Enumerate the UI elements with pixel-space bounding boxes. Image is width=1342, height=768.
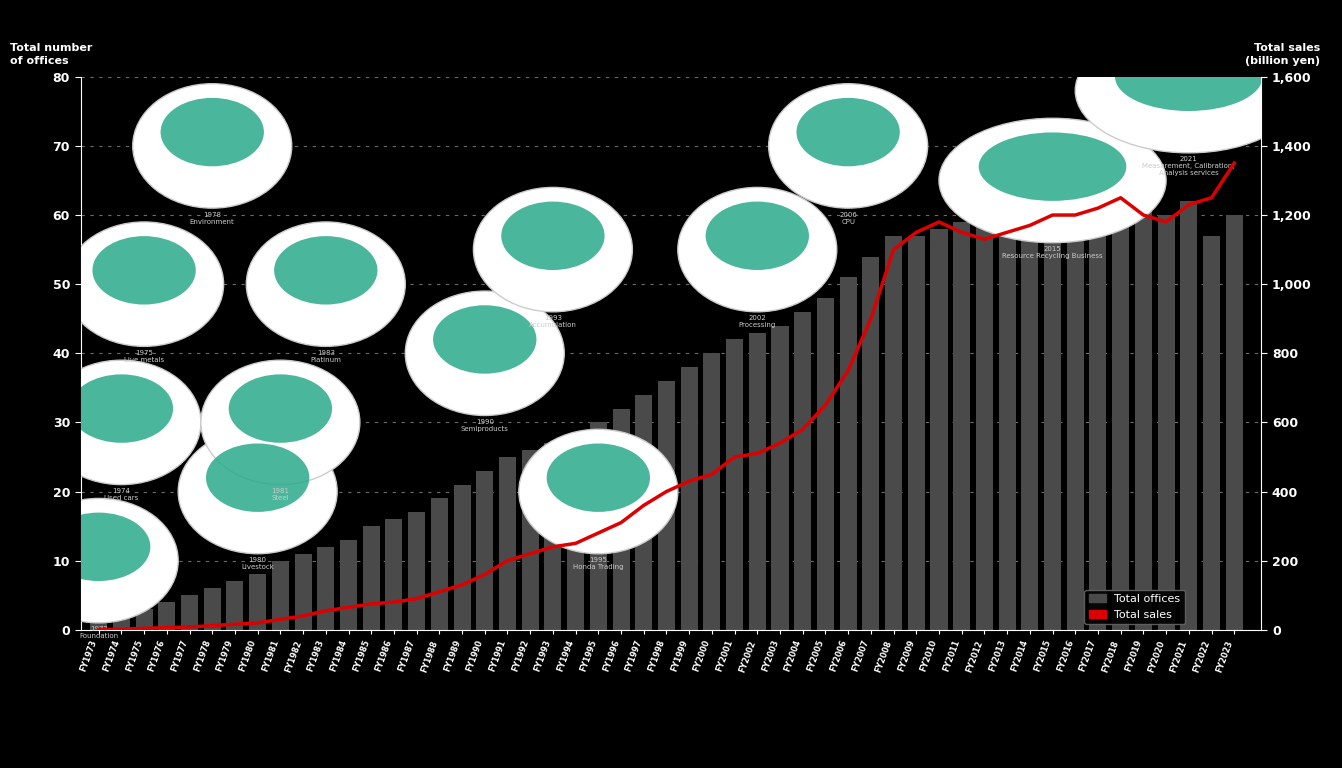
Text: 1995
Honda Trading: 1995 Honda Trading	[573, 558, 624, 570]
Text: 1980
Livestock: 1980 Livestock	[242, 558, 274, 570]
Bar	[612, 409, 629, 630]
Bar	[772, 326, 789, 630]
Bar	[431, 498, 448, 630]
Bar	[1158, 215, 1174, 630]
Ellipse shape	[42, 360, 201, 485]
Bar	[635, 395, 652, 630]
Ellipse shape	[1115, 42, 1263, 111]
Ellipse shape	[70, 374, 173, 443]
Legend: Total offices, Total sales: Total offices, Total sales	[1084, 590, 1185, 624]
Bar	[1067, 174, 1084, 630]
Bar	[227, 581, 243, 630]
Ellipse shape	[519, 429, 678, 554]
Bar	[250, 574, 266, 630]
Text: 1974
Used cars: 1974 Used cars	[105, 488, 138, 501]
Bar	[907, 236, 925, 630]
Ellipse shape	[19, 498, 178, 623]
Text: Total sales
(billion yen): Total sales (billion yen)	[1245, 43, 1321, 66]
Ellipse shape	[133, 84, 291, 208]
Text: Total number
of offices: Total number of offices	[9, 43, 93, 66]
Ellipse shape	[797, 98, 900, 167]
Bar	[362, 526, 380, 630]
Bar	[1135, 174, 1151, 630]
Bar	[1044, 180, 1062, 630]
Bar	[930, 229, 947, 630]
Ellipse shape	[546, 443, 650, 512]
Bar	[794, 312, 812, 630]
Text: 1993
Accumulation: 1993 Accumulation	[529, 315, 577, 328]
Bar	[295, 554, 311, 630]
Ellipse shape	[178, 429, 337, 554]
Bar	[522, 450, 538, 630]
Bar	[953, 222, 970, 630]
Text: 1981
Steel: 1981 Steel	[271, 488, 290, 501]
Text: 1983
Platinum: 1983 Platinum	[310, 350, 341, 362]
Bar	[454, 485, 471, 630]
Ellipse shape	[939, 118, 1166, 243]
Ellipse shape	[474, 187, 632, 312]
Text: 2006
CPU: 2006 CPU	[839, 211, 858, 224]
Text: 1990
Semiproducts: 1990 Semiproducts	[460, 419, 509, 432]
Bar	[840, 277, 856, 630]
Bar	[1113, 160, 1129, 630]
Bar	[998, 208, 1016, 630]
Bar	[136, 609, 153, 630]
Bar	[158, 602, 176, 630]
Bar	[90, 616, 107, 630]
Bar	[1202, 236, 1220, 630]
Ellipse shape	[502, 201, 604, 270]
Ellipse shape	[274, 236, 377, 305]
Bar	[113, 616, 130, 630]
Ellipse shape	[247, 222, 405, 346]
Bar	[1181, 201, 1197, 630]
Ellipse shape	[978, 132, 1126, 201]
Bar	[1021, 194, 1039, 630]
Ellipse shape	[678, 187, 837, 312]
Ellipse shape	[201, 360, 360, 485]
Bar	[590, 422, 607, 630]
Bar	[1225, 215, 1243, 630]
Bar	[658, 381, 675, 630]
Bar	[703, 353, 721, 630]
Ellipse shape	[161, 98, 264, 167]
Ellipse shape	[64, 222, 224, 346]
Ellipse shape	[405, 291, 564, 415]
Bar	[976, 215, 993, 630]
Ellipse shape	[228, 374, 331, 443]
Bar	[863, 257, 879, 630]
Text: 1978
Environment: 1978 Environment	[189, 211, 235, 224]
Ellipse shape	[769, 84, 927, 208]
Bar	[272, 561, 289, 630]
Ellipse shape	[1075, 28, 1302, 153]
Text: 2015
Resource Recycling Business: 2015 Resource Recycling Business	[1002, 246, 1103, 259]
Bar	[317, 547, 334, 630]
Bar	[680, 367, 698, 630]
Bar	[726, 339, 743, 630]
Bar	[749, 333, 766, 630]
Bar	[181, 595, 199, 630]
Ellipse shape	[207, 443, 309, 512]
Ellipse shape	[706, 201, 809, 270]
Bar	[568, 436, 584, 630]
Text: 1972
Foundation: 1972 Foundation	[79, 627, 118, 639]
Ellipse shape	[93, 236, 196, 305]
Bar	[408, 512, 425, 630]
Bar	[1090, 167, 1107, 630]
Ellipse shape	[433, 305, 537, 374]
Ellipse shape	[47, 512, 150, 581]
Bar	[817, 298, 833, 630]
Text: 2002
Processing: 2002 Processing	[738, 315, 776, 328]
Bar	[385, 519, 403, 630]
Bar	[340, 540, 357, 630]
Bar	[499, 457, 517, 630]
Bar	[886, 236, 902, 630]
Text: 1975
Live metals: 1975 Live metals	[123, 350, 164, 362]
Bar	[204, 588, 220, 630]
Text: 2021
Measurement, Calibration,
Analysis services: 2021 Measurement, Calibration, Analysis …	[1142, 156, 1235, 177]
Bar	[476, 471, 494, 630]
Bar	[545, 443, 561, 630]
